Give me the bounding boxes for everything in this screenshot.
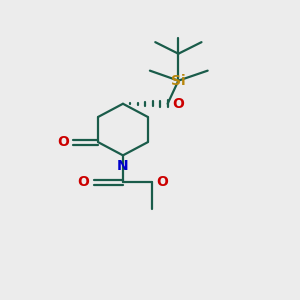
Text: O: O (57, 135, 69, 149)
Text: Si: Si (171, 74, 186, 88)
Text: O: O (156, 175, 168, 189)
Text: O: O (172, 97, 184, 111)
Text: O: O (78, 175, 90, 189)
Text: N: N (117, 159, 129, 173)
